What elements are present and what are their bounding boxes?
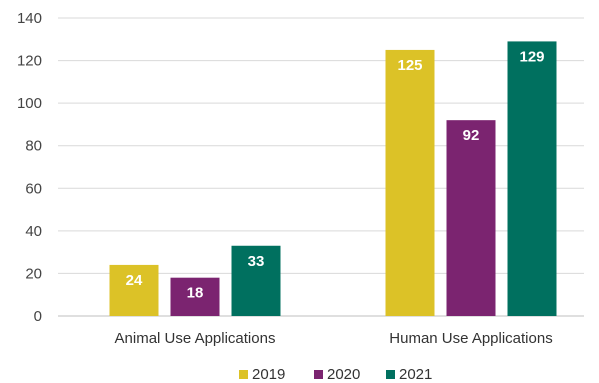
- data-label: 129: [519, 48, 544, 65]
- legend-swatch: [239, 370, 248, 379]
- legend-label: 2020: [327, 366, 360, 383]
- data-label: 125: [397, 57, 422, 74]
- y-axis-ticks: 0 20 40 60 80 100 120 140: [17, 10, 42, 325]
- y-tick-label: 80: [25, 138, 42, 155]
- data-label: 33: [248, 253, 265, 270]
- y-tick-label: 60: [25, 180, 42, 197]
- x-axis-categories: Animal Use Applications Human Use Applica…: [115, 330, 553, 347]
- bar: [446, 120, 496, 317]
- y-tick-label: 20: [25, 265, 42, 282]
- bar: [385, 49, 435, 317]
- data-label: 18: [187, 285, 204, 302]
- legend-swatch: [386, 370, 395, 379]
- x-category-label: Human Use Applications: [389, 330, 552, 347]
- bar: [109, 264, 159, 316]
- bar: [507, 41, 557, 317]
- data-label: 24: [126, 272, 143, 289]
- legend-label: 2021: [399, 366, 432, 383]
- y-tick-label: 100: [17, 95, 42, 112]
- y-tick-label: 120: [17, 53, 42, 70]
- legend: 2019 2020 2021: [239, 366, 432, 383]
- legend-swatch: [314, 370, 323, 379]
- y-tick-label: 140: [17, 10, 42, 27]
- legend-label: 2019: [252, 366, 285, 383]
- y-tick-label: 0: [34, 308, 42, 325]
- data-label: 92: [463, 127, 480, 144]
- bar: [231, 245, 281, 316]
- y-tick-label: 40: [25, 223, 42, 240]
- bar: [170, 277, 220, 316]
- bars: 24 18 33 125 92 129: [109, 41, 557, 317]
- x-category-label: Animal Use Applications: [115, 330, 276, 347]
